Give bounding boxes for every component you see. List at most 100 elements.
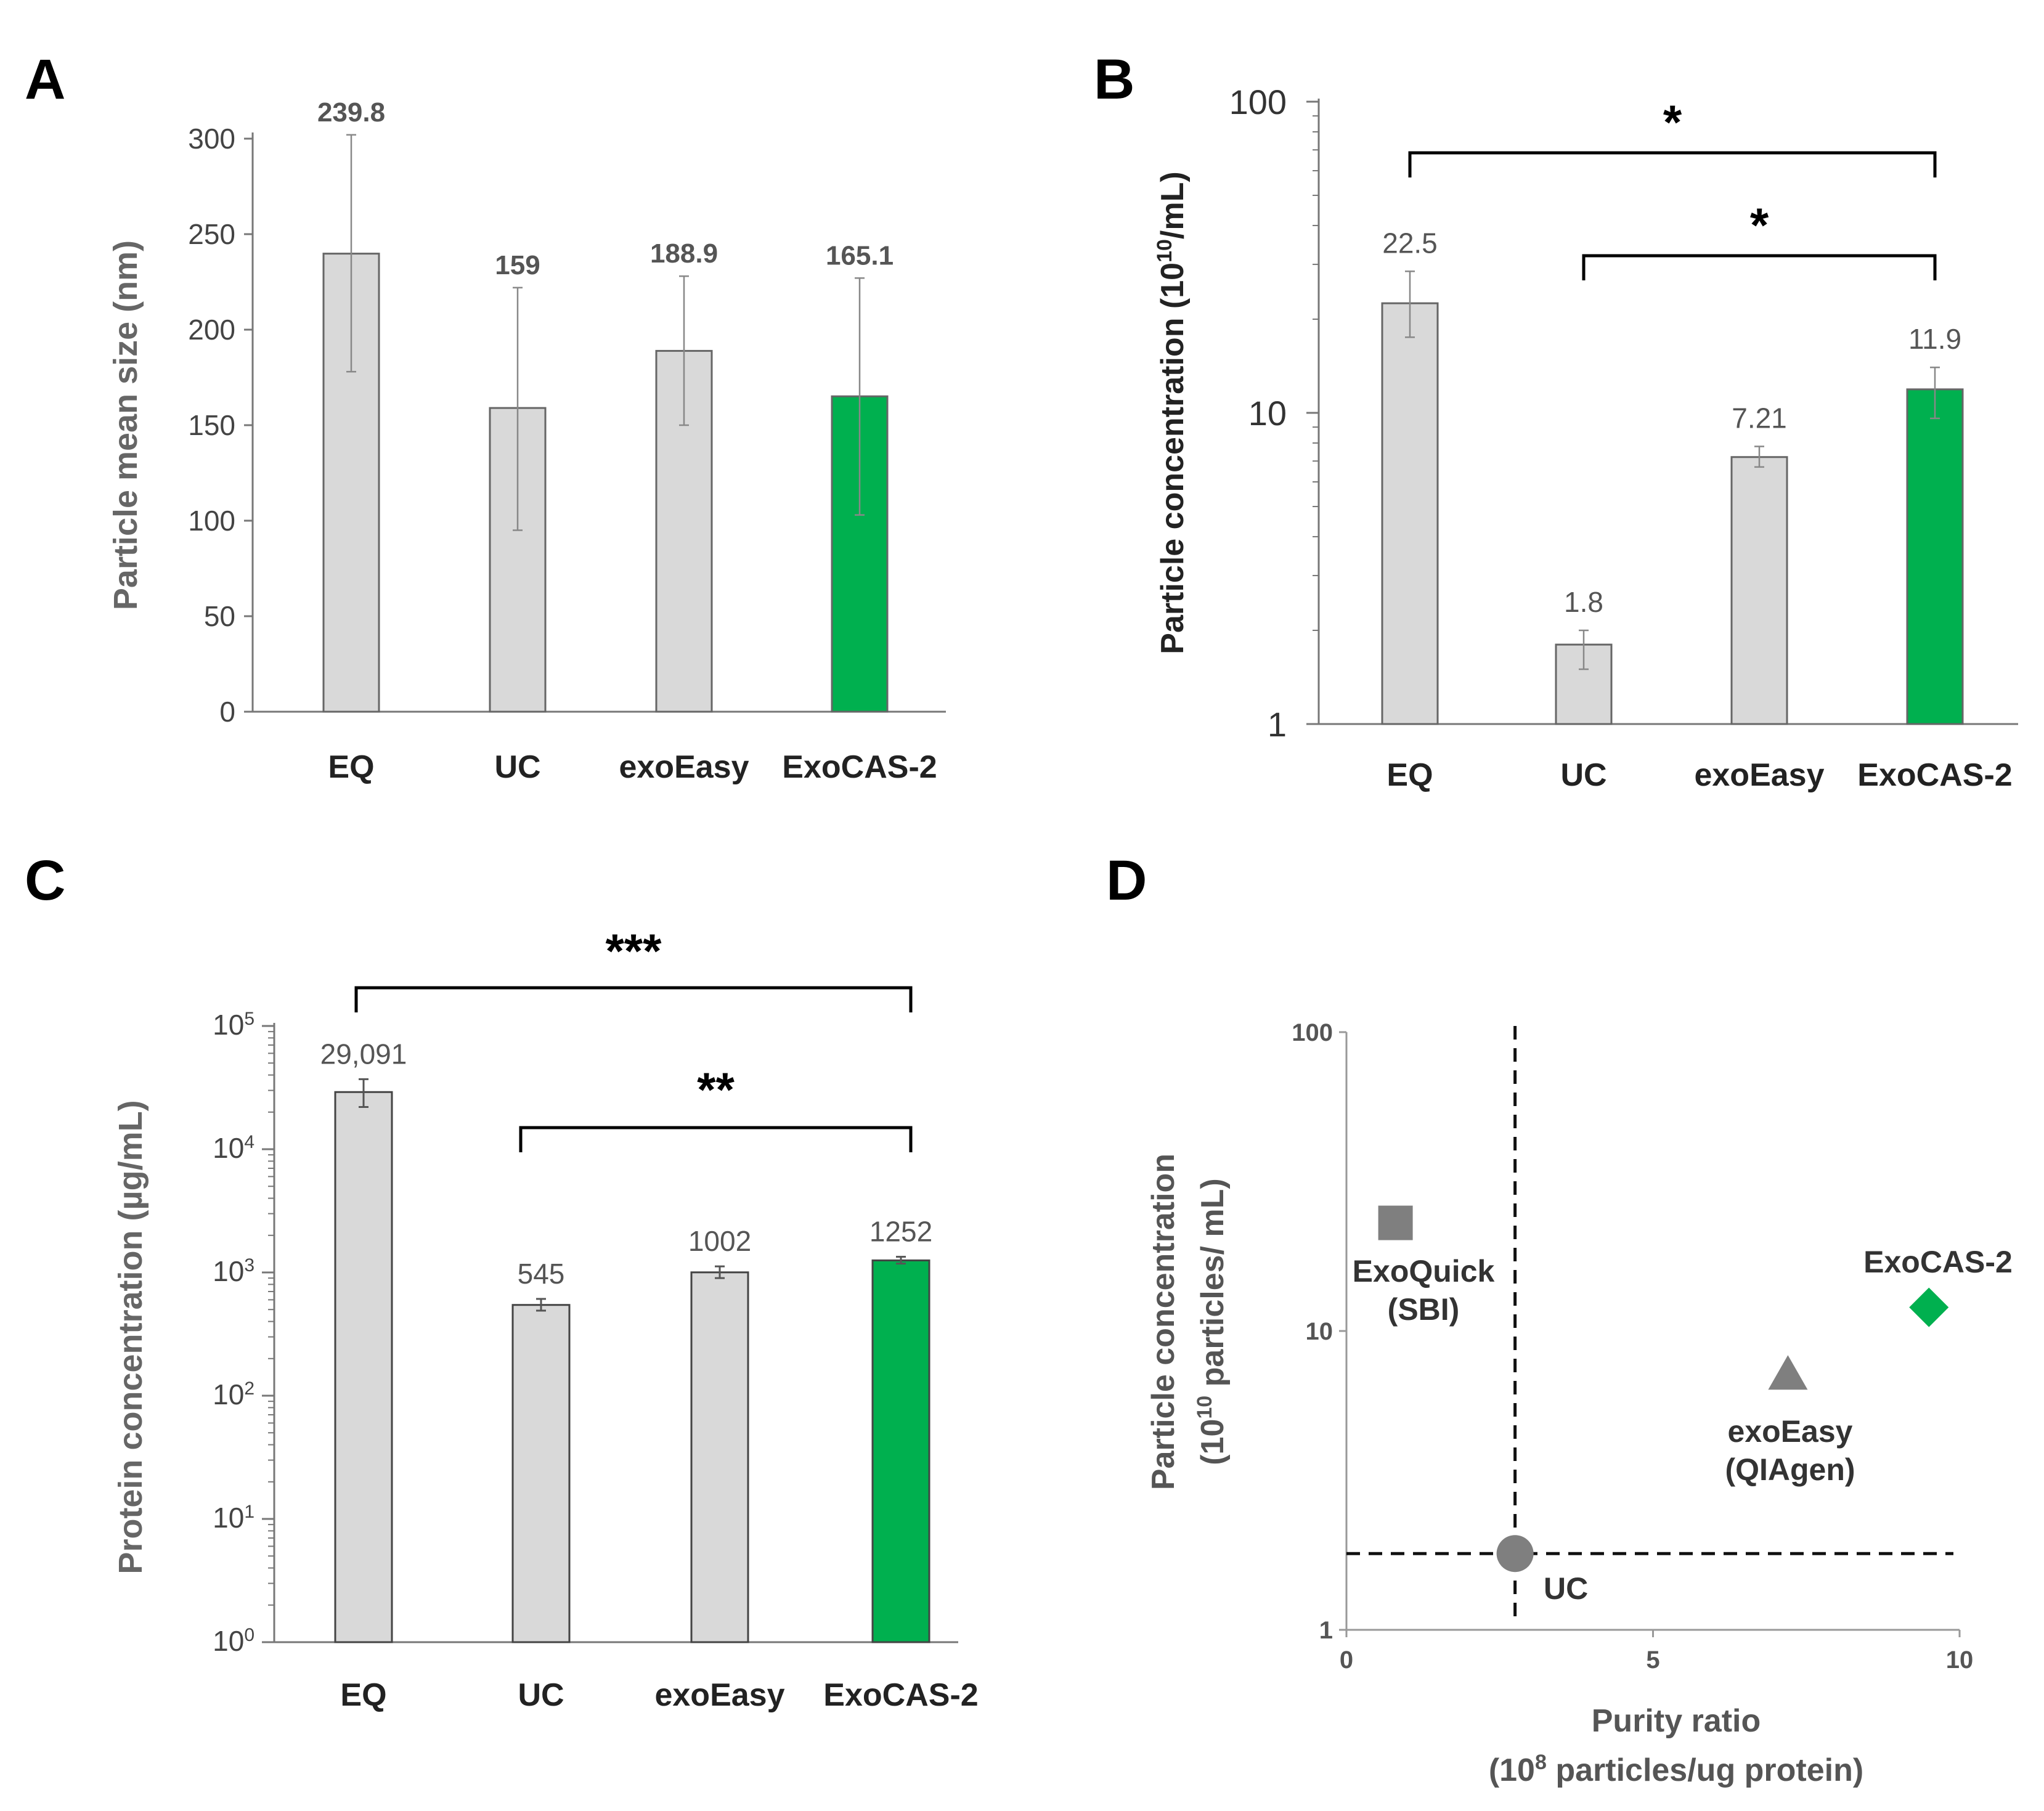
b-y-axis-title-main: Particle concentration (10: [1155, 262, 1191, 654]
c-ytick-label: 103: [213, 1255, 254, 1288]
d-ytick-label: 10: [1306, 1318, 1333, 1345]
d-xtick-label: 10: [1946, 1646, 1974, 1674]
b-ytick-label: 10: [1248, 394, 1287, 433]
c-category-label: EQ: [340, 1677, 386, 1713]
c-data-label: 545: [518, 1258, 565, 1290]
panel-label-d: D: [1106, 849, 1147, 912]
b-category-label: EQ: [1386, 757, 1433, 793]
chart-a-particle-size: 0 50 100 150 200 250 300 239.8 EQ 159 UC 188.9 exoEa…: [107, 97, 946, 785]
c-data-label: 29,091: [320, 1038, 407, 1070]
d-point-exoquick-sublabel: (SBI): [1388, 1292, 1460, 1327]
a-data-label: 188.9: [650, 238, 718, 269]
a-category-label: ExoCAS-2: [782, 749, 937, 785]
c-bar: [871, 1259, 930, 1643]
d-point-exocas-2-diamond-marker: [1909, 1287, 1949, 1327]
d-point-exoquick-square-marker: [1378, 1205, 1413, 1240]
c-significance-stars: ***: [605, 924, 662, 978]
d-y-axis-subtitle: (1010 particles/ mL): [1193, 1178, 1231, 1465]
a-data-label: 165.1: [826, 240, 894, 271]
chart-d-scatter-purity: 1 10 100 0 5 10 ExoQuick (SBI) UC exoEasy(QIAgen)…: [1146, 1019, 2013, 1788]
d-ytick-label: 100: [1292, 1019, 1333, 1046]
c-category-label: exoEasy: [654, 1677, 784, 1713]
b-bar: [1381, 302, 1439, 725]
c-ytick-base: 10: [213, 1009, 244, 1041]
c-bar: [511, 1304, 571, 1643]
c-ytick-base: 10: [213, 1132, 244, 1164]
d-x-axis-title: Purity ratio: [1592, 1703, 1761, 1739]
c-significance-bracket: [519, 1126, 913, 1152]
a-ytick-label: 0: [219, 696, 235, 728]
c-ytick-exp: 3: [244, 1255, 254, 1276]
b-significance-bracket: [1582, 254, 1937, 280]
d-xtick-label: 5: [1646, 1646, 1659, 1674]
d-y-axis-subtitle-pre: (10: [1195, 1419, 1231, 1465]
chart-c-protein-concentration: 10010110210310410529,091EQ545UC1002exoEa…: [112, 924, 979, 1713]
b-data-label: 1.8: [1564, 586, 1603, 618]
a-category-label: UC: [494, 749, 540, 785]
d-point-exoquick-label: ExoQuick: [1353, 1254, 1495, 1288]
c-ytick-label: 102: [213, 1378, 254, 1411]
b-significance-bracket: [1408, 151, 1937, 177]
c-ytick-label: 100: [213, 1625, 254, 1658]
a-ytick-label: 200: [188, 314, 235, 346]
b-ytick-label: 100: [1229, 83, 1287, 121]
a-data-label: 239.8: [317, 97, 385, 128]
c-bar: [334, 1091, 393, 1643]
panel-label-c: C: [25, 849, 65, 912]
c-category-label: ExoCAS-2: [823, 1677, 978, 1713]
c-significance-stars: **: [697, 1062, 735, 1117]
b-category-label: exoEasy: [1694, 757, 1824, 793]
a-category-label: EQ: [328, 749, 374, 785]
d-x-axis-subtitle-pre: (10: [1489, 1752, 1535, 1788]
a-category-label: exoEasy: [619, 749, 749, 785]
a-ytick-label: 100: [188, 505, 235, 537]
c-ytick-label: 101: [213, 1502, 254, 1534]
d-y-axis-subtitle-post: particles/ mL): [1195, 1178, 1231, 1396]
c-ytick-base: 10: [213, 1502, 244, 1534]
c-ytick-exp: 5: [244, 1009, 254, 1029]
b-data-label: 7.21: [1732, 402, 1787, 434]
b-y-axis-title-sup: 10: [1153, 239, 1176, 262]
d-y-axis-title: Particle concentration: [1146, 1154, 1181, 1490]
d-ytick-label: 1: [1319, 1617, 1333, 1644]
a-y-axis-title: Particle mean size (nm): [107, 240, 144, 610]
a-ytick-label: 300: [188, 123, 235, 155]
d-point-exoeasy-label: exoEasy: [1728, 1414, 1853, 1449]
b-data-label: 11.9: [1908, 323, 1961, 355]
d-y-axis-subtitle-sup: 10: [1193, 1396, 1216, 1419]
b-category-label: ExoCAS-2: [1857, 757, 2012, 793]
d-x-axis-subtitle-sup: 8: [1535, 1751, 1547, 1774]
c-ytick-base: 10: [213, 1255, 244, 1287]
b-significance-stars: *: [1663, 95, 1682, 149]
c-ytick-label: 105: [213, 1009, 254, 1041]
panel-label-b: B: [1094, 48, 1134, 111]
c-ytick-exp: 0: [244, 1625, 254, 1645]
d-point-exoeasy-triangle-marker: [1768, 1355, 1808, 1390]
b-category-label: UC: [1560, 757, 1606, 793]
d-x-axis-subtitle-post: particles/ug protein): [1547, 1752, 1863, 1788]
c-data-label: 1252: [869, 1216, 932, 1248]
c-category-label: UC: [518, 1677, 564, 1713]
b-y-axis-title: Particle concentration (1010/mL): [1153, 171, 1191, 654]
d-point-exoeasy-sublabel: (QIAgen): [1725, 1452, 1855, 1487]
d-xtick-label: 0: [1340, 1646, 1353, 1674]
d-point-exocas-2-label: ExoCAS-2: [1863, 1245, 2013, 1279]
d-point-uc-circle-marker: [1496, 1535, 1534, 1573]
a-ytick-label: 150: [188, 409, 235, 441]
c-y-axis-title: Protein concentration (µg/mL): [112, 1100, 149, 1574]
panel-label-a: A: [25, 48, 65, 111]
b-ytick-label: 1: [1268, 705, 1287, 744]
d-x-axis-subtitle: (108 particles/ug protein): [1489, 1751, 1863, 1788]
c-ytick-exp: 2: [244, 1378, 254, 1399]
c-ytick-label: 104: [213, 1132, 254, 1165]
b-y-axis-title-tail: /mL): [1155, 171, 1191, 239]
b-bar: [1906, 388, 1964, 725]
a-ytick-label: 250: [188, 218, 235, 250]
b-significance-stars: *: [1750, 198, 1769, 252]
c-bar: [690, 1271, 749, 1643]
b-data-label: 22.5: [1382, 227, 1438, 259]
c-ytick-base: 10: [213, 1378, 244, 1410]
a-data-label: 159: [495, 250, 540, 280]
c-ytick-base: 10: [213, 1625, 244, 1657]
